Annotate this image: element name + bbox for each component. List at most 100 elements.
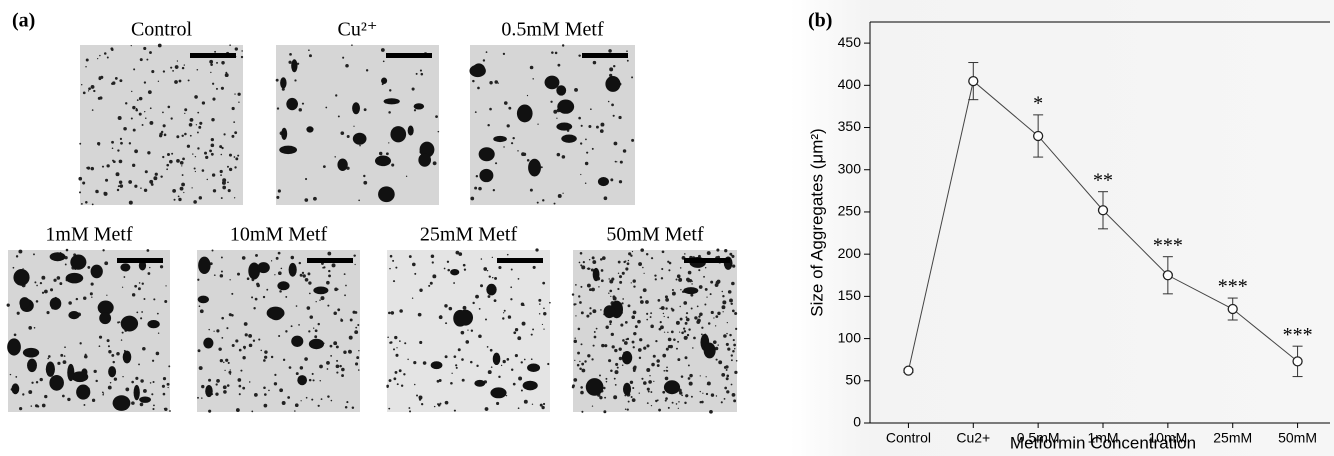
particle — [478, 307, 481, 310]
aggregate — [378, 186, 395, 203]
particle — [675, 278, 678, 281]
particle — [645, 300, 649, 304]
particle — [98, 76, 102, 79]
particle — [444, 304, 448, 308]
particle — [222, 385, 227, 390]
particle — [613, 395, 618, 400]
particle — [294, 403, 299, 408]
particle — [431, 261, 434, 264]
particle — [251, 410, 254, 413]
particle — [477, 86, 480, 90]
aggregate — [450, 269, 460, 276]
particle — [640, 300, 644, 304]
aggregate — [90, 264, 103, 279]
particle — [184, 108, 188, 112]
particle — [220, 256, 223, 259]
particle — [605, 377, 608, 380]
particle — [608, 49, 612, 53]
particle — [438, 315, 443, 320]
particle — [690, 395, 693, 398]
particle — [668, 261, 672, 265]
particle — [28, 390, 33, 395]
particle — [111, 82, 114, 85]
micrograph — [571, 248, 738, 414]
particle — [39, 377, 43, 382]
particle — [309, 315, 314, 319]
particle — [480, 284, 484, 288]
particle — [139, 58, 143, 62]
particle — [107, 345, 110, 348]
particle — [691, 283, 693, 285]
particle — [577, 327, 581, 331]
aggregate — [288, 262, 297, 277]
particle — [198, 125, 202, 129]
particle — [344, 406, 348, 409]
particle — [209, 59, 214, 64]
particle — [605, 325, 609, 329]
particle — [661, 267, 664, 271]
particle — [630, 396, 633, 399]
particle — [186, 144, 191, 148]
particle — [628, 252, 632, 256]
particle — [151, 393, 154, 396]
particle — [510, 142, 514, 145]
particle — [193, 167, 196, 170]
micrograph-background — [197, 250, 360, 412]
particle — [612, 114, 615, 117]
particle — [144, 170, 148, 174]
particle — [411, 262, 416, 267]
particle — [34, 281, 37, 284]
particle — [590, 268, 594, 272]
particle — [240, 55, 244, 59]
particle — [488, 275, 491, 278]
particle — [131, 380, 134, 384]
particle — [215, 87, 218, 90]
particle — [111, 147, 114, 150]
particle — [176, 60, 179, 62]
particle — [665, 307, 668, 310]
particle — [210, 71, 212, 74]
particle — [278, 271, 282, 276]
particle — [621, 302, 624, 305]
particle — [346, 401, 349, 404]
particle — [665, 347, 669, 351]
particle — [614, 160, 617, 163]
particle — [413, 383, 416, 386]
aggregate — [492, 352, 501, 366]
particle — [537, 123, 539, 125]
particle — [599, 258, 603, 261]
particle — [396, 383, 399, 386]
particle — [725, 342, 729, 346]
particle — [632, 346, 635, 349]
aggregate — [67, 363, 75, 382]
particle — [631, 315, 636, 320]
particle — [463, 268, 467, 271]
particle — [467, 329, 469, 331]
particle — [506, 253, 509, 256]
particle — [716, 248, 720, 252]
particle — [579, 360, 581, 363]
particle — [716, 279, 721, 284]
particle — [208, 409, 212, 413]
particle — [313, 327, 315, 329]
particle — [584, 360, 587, 363]
particle — [639, 296, 643, 299]
particle — [19, 407, 23, 411]
particle — [730, 354, 733, 357]
particle — [346, 134, 350, 138]
particle — [337, 115, 340, 118]
particle — [699, 400, 702, 404]
particle — [686, 333, 690, 337]
particle — [151, 359, 155, 362]
particle — [216, 379, 220, 383]
particle — [579, 142, 583, 145]
particle — [617, 260, 621, 264]
particle — [578, 295, 581, 298]
aggregate — [257, 262, 270, 274]
particle — [68, 301, 72, 305]
particle — [420, 403, 424, 406]
particle — [172, 69, 174, 72]
particle — [221, 337, 224, 339]
particle — [237, 154, 240, 157]
particle — [122, 375, 124, 378]
